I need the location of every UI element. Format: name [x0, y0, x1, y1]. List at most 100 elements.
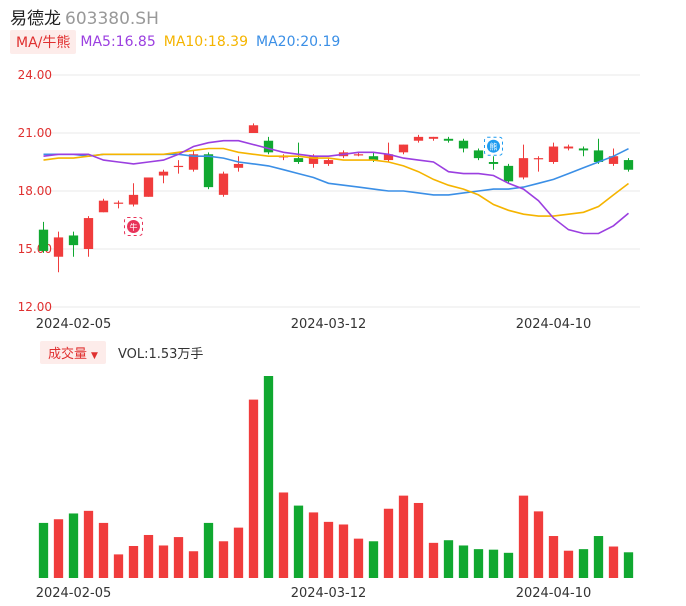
volume-bar [98, 522, 109, 578]
stock-code: 603380.SH [65, 9, 159, 29]
bull-badge-icon: 牛 [124, 216, 143, 236]
candle-body [248, 125, 259, 133]
candle-body [548, 146, 559, 162]
volume-bar [38, 522, 49, 578]
ma10-label: MA10:18.39 [163, 34, 249, 50]
ma20-label: MA20:20.19 [256, 34, 341, 50]
volume-bar [173, 537, 184, 578]
candle-body [593, 150, 604, 162]
volume-bar [218, 541, 229, 578]
volume-bar [143, 534, 154, 578]
price-tick-label: 18.00 [18, 184, 52, 198]
stock-title: 易德龙 603380.SH [10, 4, 159, 29]
volume-bars [38, 376, 634, 578]
ma10-line [43, 147, 629, 217]
volume-bar [578, 549, 589, 578]
candle-body [98, 200, 109, 213]
signal-badges: 牛熊 [124, 136, 503, 236]
candle-body [518, 158, 529, 178]
volume-bar [533, 511, 544, 578]
price-grid [36, 74, 640, 308]
candle-body [128, 194, 139, 205]
volume-bar [83, 510, 94, 578]
candle-body [503, 165, 514, 182]
volume-bar [548, 536, 559, 578]
price-tick-label: 21.00 [18, 126, 52, 140]
candle-body [308, 156, 319, 164]
volume-bar [623, 552, 634, 578]
caret-down-icon: ▼ [91, 350, 98, 361]
candle-body [83, 218, 94, 249]
date-tick-label: 2024-02-05 [36, 586, 112, 601]
price-date-labels: 2024-02-05 2024-03-12 2024-04-10 [36, 317, 592, 332]
volume-bar [413, 502, 424, 578]
ma5-line [43, 139, 630, 235]
volume-tag-label: 成交量 [48, 346, 88, 362]
volume-legend: 成交量 ▼ VOL:1.53万手 [40, 340, 203, 364]
ma-indicator-selector[interactable]: MA/牛熊 [10, 30, 77, 54]
candlesticks [38, 123, 634, 273]
candle-body [158, 171, 169, 176]
volume-bar [188, 551, 199, 578]
candle-body [233, 163, 244, 168]
candle-body [113, 202, 124, 204]
candle-body [428, 136, 439, 139]
volume-bar [203, 522, 214, 578]
candle-body [263, 140, 274, 153]
volume-bar [518, 495, 529, 578]
volume-bar [278, 492, 289, 578]
candle-body [578, 148, 589, 151]
candle-body [398, 144, 409, 153]
volume-bar [113, 554, 124, 578]
volume-bar [233, 527, 244, 578]
candle-body [68, 235, 79, 246]
volume-bar [428, 542, 439, 578]
candle-body [608, 156, 619, 164]
candle-body [323, 160, 334, 164]
candle-body [293, 158, 304, 162]
candle-body [623, 160, 634, 170]
volume-bar [308, 512, 319, 578]
volume-bar [593, 536, 604, 578]
volume-bar [503, 552, 514, 578]
volume-bar [473, 549, 484, 578]
volume-bar [248, 399, 259, 578]
volume-bar [458, 545, 469, 578]
candle-body [203, 154, 214, 188]
candle-body [533, 158, 544, 160]
stock-name: 易德龙 [10, 9, 61, 29]
volume-bar [368, 541, 379, 578]
volume-bar [398, 495, 409, 578]
ma5-label: MA5:16.85 [80, 34, 156, 50]
volume-bar [443, 540, 454, 578]
candle-body [563, 146, 574, 149]
candle-body [383, 154, 394, 161]
candle-body [38, 229, 49, 251]
candle-body [368, 156, 379, 161]
date-tick-label: 2024-04-10 [516, 317, 592, 332]
badge-circle [127, 219, 140, 233]
badge-label: 熊 [490, 142, 498, 152]
candle-body [173, 165, 184, 168]
badge-circle [487, 139, 500, 153]
candle-body [53, 237, 64, 257]
volume-bar [128, 545, 139, 578]
volume-bar [158, 545, 169, 578]
volume-bar [263, 376, 274, 578]
moving-average-lines [43, 139, 630, 235]
volume-bar [488, 549, 499, 578]
candle-body [218, 173, 229, 195]
volume-indicator-selector[interactable]: 成交量 ▼ [40, 340, 106, 364]
candle-body [353, 154, 364, 156]
volume-bar [608, 546, 619, 578]
volume-bar [383, 508, 394, 578]
date-tick-label: 2024-04-10 [516, 586, 592, 601]
date-tick-label: 2024-02-05 [36, 317, 112, 332]
volume-bar [353, 538, 364, 578]
badge-frame [124, 216, 143, 236]
candle-body [443, 138, 454, 141]
volume-bar [323, 521, 334, 578]
volume-date-labels: 2024-02-05 2024-03-12 2024-04-10 [36, 586, 592, 601]
